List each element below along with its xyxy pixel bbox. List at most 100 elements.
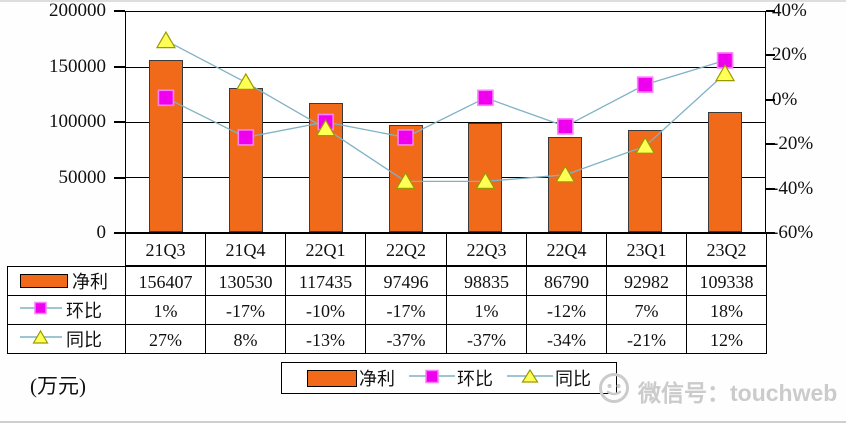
wechat-logo-icon <box>598 372 630 409</box>
category-label: 22Q3 <box>446 233 527 266</box>
bar-swatch-icon <box>20 274 68 288</box>
square-marker-icon <box>397 129 414 146</box>
table-value-cell: 109338 <box>686 266 767 296</box>
square-marker-icon <box>157 89 175 107</box>
left-axis-tick-label: 100000 <box>49 111 106 132</box>
left-axis-tick <box>114 232 125 234</box>
table-value-cell: 156407 <box>125 266 206 296</box>
gridline <box>126 67 765 68</box>
series-name-label: 同比 <box>66 330 102 350</box>
right-axis-tick-label: 40% <box>772 0 807 21</box>
unit-label: (万元) <box>30 374 86 398</box>
table-value-cell: -17% <box>205 295 286 325</box>
triangle-marker-icon <box>315 118 336 137</box>
category-label: 22Q1 <box>285 233 366 266</box>
gridline <box>126 122 765 123</box>
triangle-marker-icon <box>155 30 176 49</box>
watermark-text: 微信号：touchweb <box>638 379 838 406</box>
left-axis-tick <box>114 176 125 179</box>
table-value-cell: 86790 <box>526 266 607 296</box>
right-axis-tick <box>766 187 775 190</box>
table-row-key: 环比 <box>7 295 126 325</box>
triangle-marker-icon <box>475 171 496 189</box>
square-marker-icon <box>477 89 494 107</box>
table-value-cell: 117435 <box>285 266 366 296</box>
triangle-marker-icon <box>395 171 416 189</box>
table-value-cell: 97496 <box>365 266 447 296</box>
line-qoq <box>165 59 726 139</box>
left-axis-tick-label: 200000 <box>49 0 106 21</box>
table-value-cell: -37% <box>446 324 527 354</box>
bar-swatch-icon <box>307 369 357 387</box>
table-value-cell: 98835 <box>446 266 527 296</box>
right-axis-tick <box>766 232 775 234</box>
category-label: 22Q4 <box>526 233 607 266</box>
right-axis-tick-label: -60% <box>772 222 814 243</box>
bottom-border-line <box>0 421 846 423</box>
plot-area <box>125 11 766 233</box>
left-axis-tick <box>114 10 125 12</box>
legend-label: 环比 <box>457 369 493 389</box>
bar-netprofit <box>149 60 183 232</box>
table-value-cell: 8% <box>205 324 286 354</box>
table-value-cell: 27% <box>125 324 206 354</box>
left-axis-tick <box>114 121 125 123</box>
square-marker-icon <box>409 368 455 389</box>
table-value-cell: 12% <box>686 324 767 354</box>
table-value-cell: -34% <box>526 324 607 354</box>
triangle-marker-icon <box>235 72 256 91</box>
table-value-cell: -17% <box>365 295 447 325</box>
category-label: 23Q1 <box>606 233 687 266</box>
triangle-marker-icon <box>507 368 553 389</box>
table-row-key: 净利 <box>7 266 126 296</box>
right-axis-tick <box>766 143 775 146</box>
watermark: 微信号：touchweb <box>598 372 837 409</box>
table-value-cell: -37% <box>365 324 447 354</box>
table-value-cell: -13% <box>285 324 366 354</box>
triangle-marker-icon <box>20 328 62 351</box>
left-axis-tick-label: 50000 <box>58 166 107 188</box>
table-value-cell: 1% <box>125 295 206 325</box>
right-axis-tick-label: -40% <box>772 177 814 199</box>
series-name-label: 环比 <box>66 301 102 321</box>
bar-netprofit <box>628 130 662 232</box>
series-name-label: 净利 <box>72 272 108 292</box>
category-label: 22Q2 <box>365 233 447 266</box>
category-label: 21Q3 <box>125 233 206 266</box>
triangle-marker-icon <box>715 63 736 82</box>
top-border-line <box>0 0 846 2</box>
table-value-cell: 92982 <box>606 266 687 296</box>
table-value-cell: -12% <box>526 295 607 325</box>
table-value-cell: 1% <box>446 295 527 325</box>
legend: 净利 环比 同比 <box>281 362 617 394</box>
bar-netprofit <box>229 88 263 232</box>
legend-label: 净利 <box>359 369 395 389</box>
table-value-cell: 130530 <box>205 266 286 296</box>
square-marker-icon <box>557 118 574 135</box>
gridline <box>126 177 765 178</box>
left-axis-tick-label: 150000 <box>49 55 106 77</box>
bar-netprofit <box>548 137 582 232</box>
legend-item-yoy: 同比 <box>507 365 591 391</box>
line-series <box>155 30 736 189</box>
table-value-cell: -21% <box>606 324 687 354</box>
right-axis-tick <box>766 98 775 101</box>
left-axis-tick <box>114 65 125 68</box>
triangle-marker-icon <box>555 165 576 183</box>
legend-item-qoq: 环比 <box>409 365 493 391</box>
table-value-cell: 18% <box>686 295 767 325</box>
category-label: 21Q4 <box>205 233 286 266</box>
square-marker-icon <box>20 300 62 321</box>
right-axis-tick-label: -20% <box>772 133 814 155</box>
left-axis-tick-label: 0 <box>96 222 107 243</box>
triangle-marker-icon <box>635 136 656 154</box>
right-axis-tick-label: 20% <box>772 44 807 66</box>
line-yoy <box>165 40 726 183</box>
right-axis-tick <box>766 10 775 12</box>
legend-item-netprofit: 净利 <box>307 365 395 391</box>
square-marker-icon <box>636 76 654 93</box>
right-axis-tick-label: 0% <box>772 88 798 110</box>
category-label: 23Q2 <box>686 233 767 266</box>
table-value-cell: 7% <box>606 295 687 325</box>
